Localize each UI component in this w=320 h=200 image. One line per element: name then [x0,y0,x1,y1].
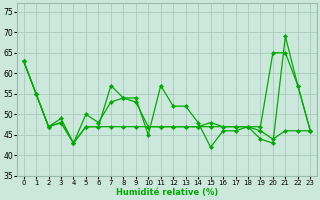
X-axis label: Humidité relative (%): Humidité relative (%) [116,188,218,197]
